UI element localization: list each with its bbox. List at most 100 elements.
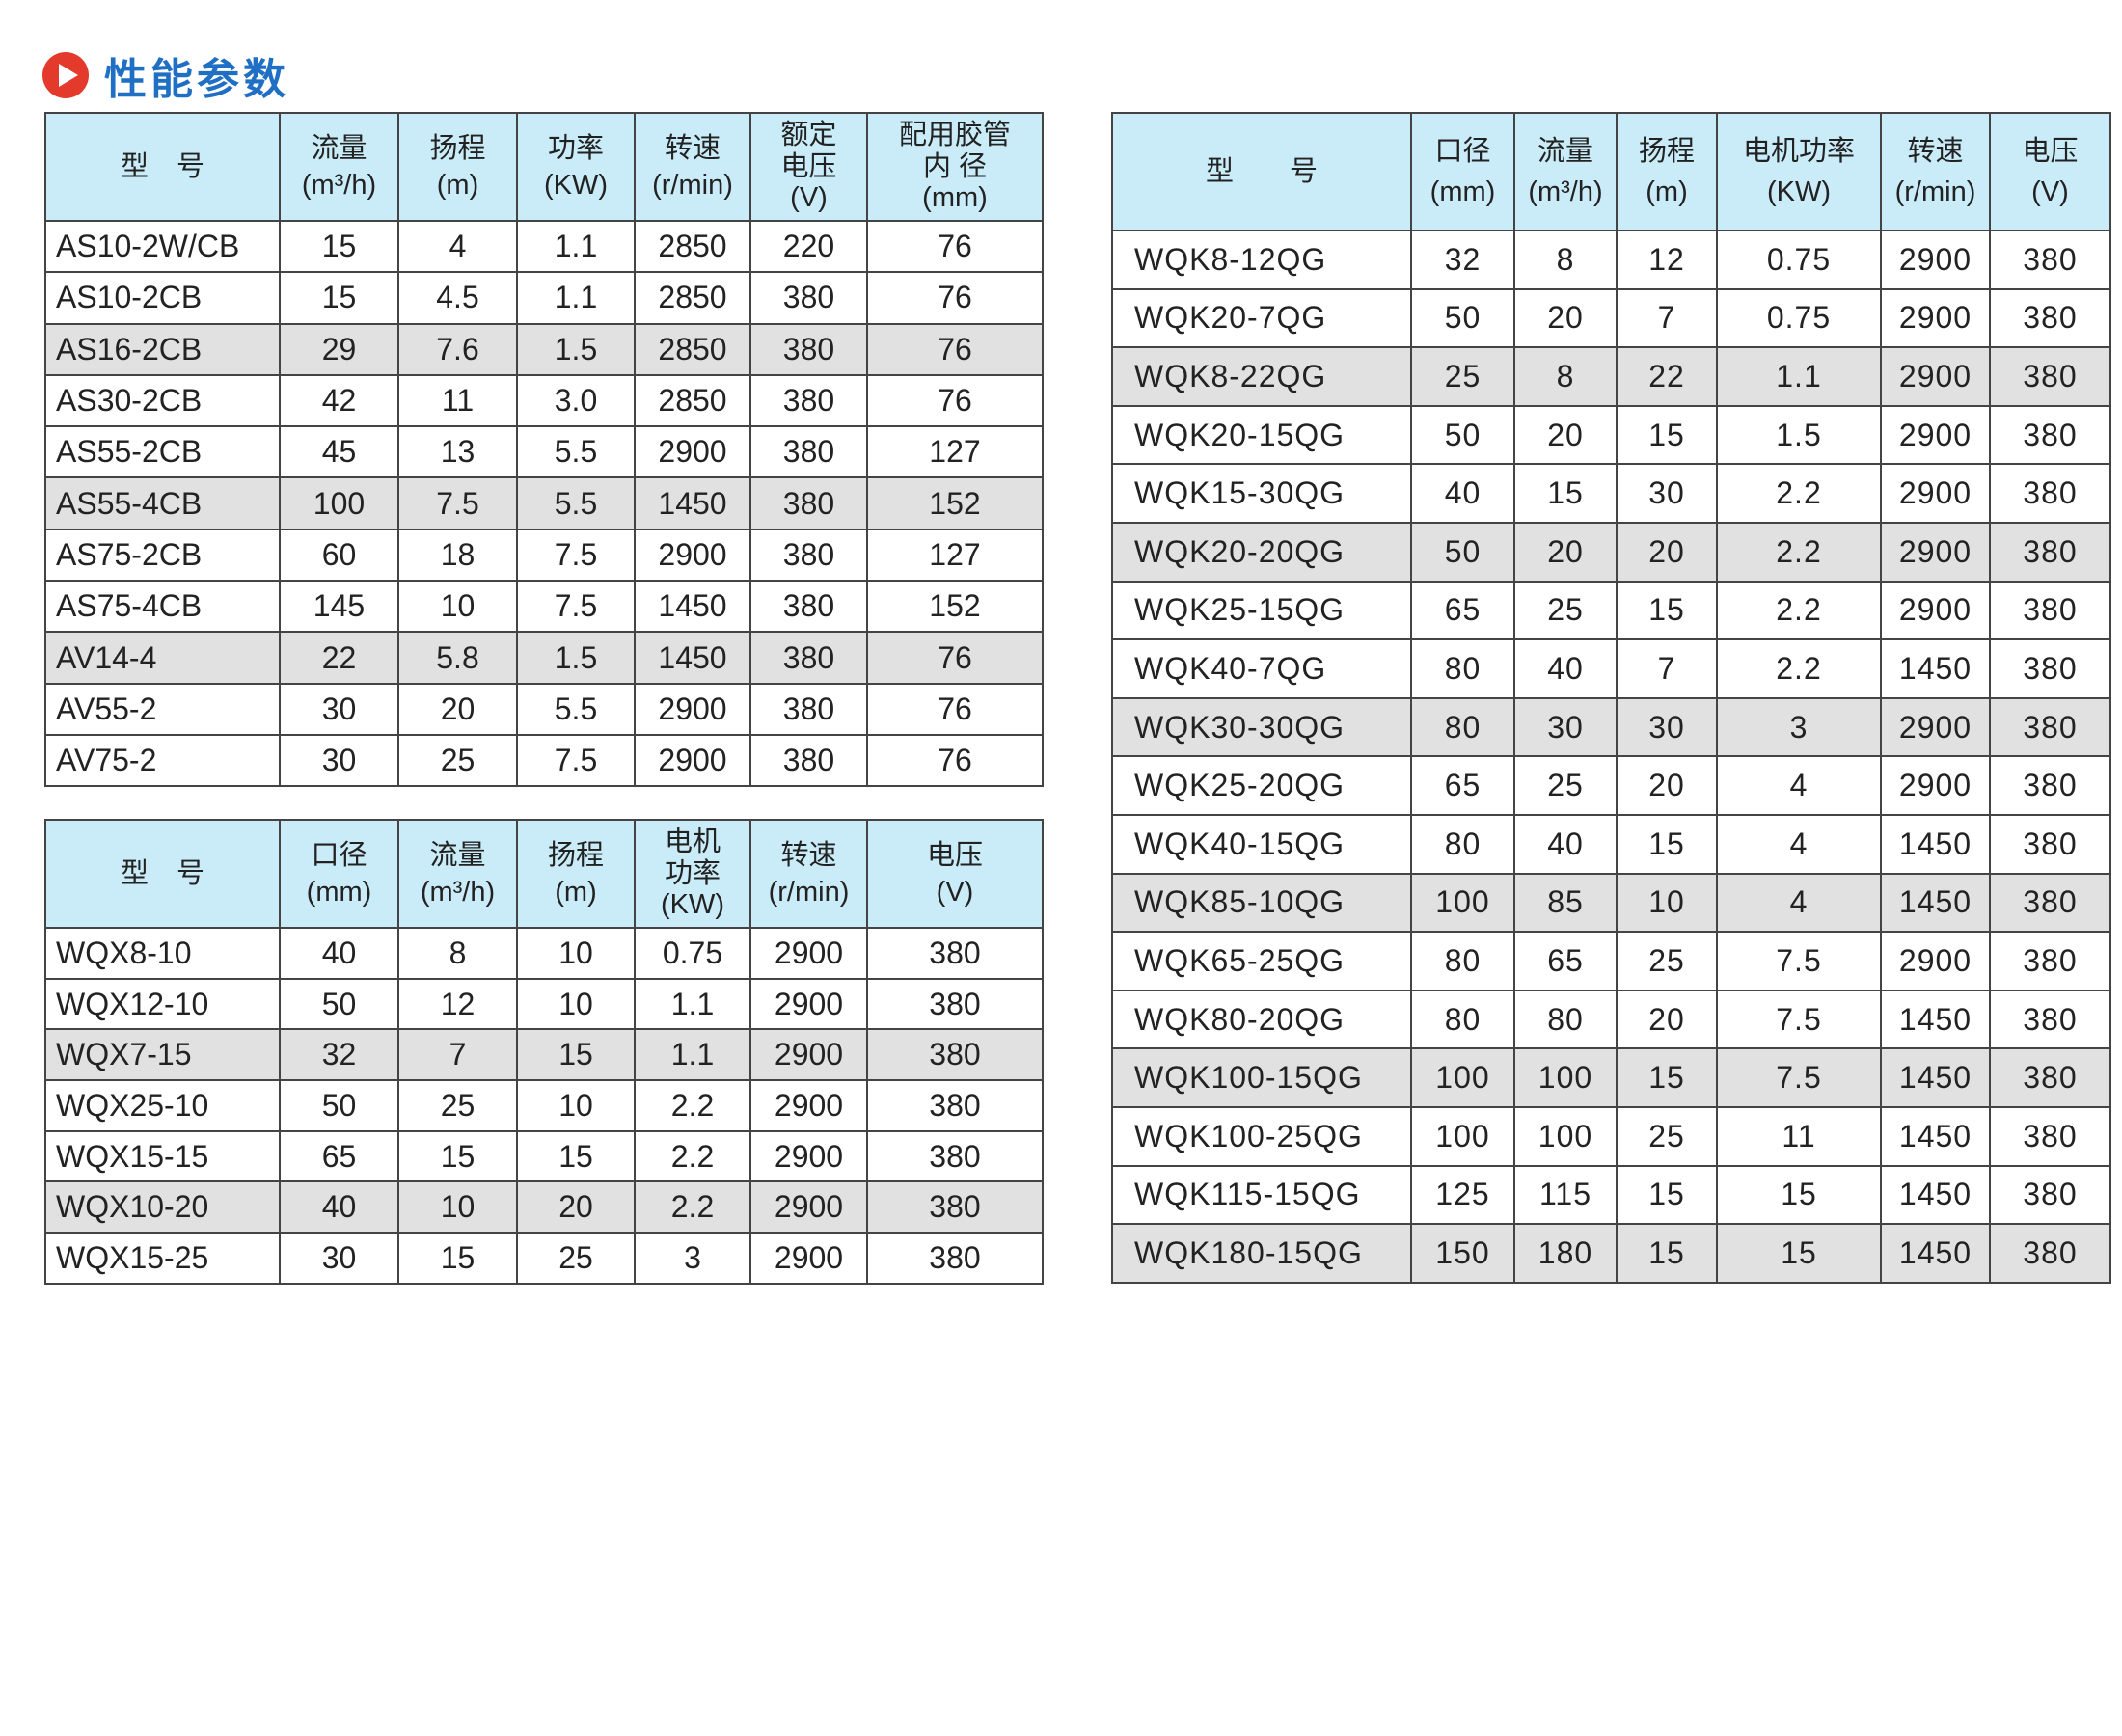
model-cell: AS10-2CB bbox=[44, 271, 281, 325]
value-cell: 4 bbox=[1716, 755, 1882, 816]
header-text: 电压 bbox=[2022, 135, 2079, 167]
value-cell: 2.2 bbox=[1716, 463, 1882, 524]
value-cell: 2900 bbox=[1880, 404, 1991, 466]
model-cell: WQK100-15QG bbox=[1111, 1047, 1412, 1108]
value-cell: 0.75 bbox=[1716, 230, 1882, 290]
value-cell: 180 bbox=[1513, 1223, 1618, 1284]
table-row: WQX25-10 50 25 10 2.2 2900 380 bbox=[44, 1079, 1044, 1132]
value-cell: 7.5 bbox=[1716, 1047, 1882, 1108]
value-cell: 1450 bbox=[634, 580, 751, 634]
value-cell: 15 bbox=[1616, 1164, 1718, 1226]
value-cell: 45 bbox=[279, 425, 399, 479]
header-text: (mm) bbox=[922, 182, 988, 214]
value-cell: 85 bbox=[1513, 872, 1618, 934]
value-cell: 40 bbox=[1410, 463, 1515, 524]
column-header-col-3: 扬程 (m) bbox=[1616, 112, 1718, 231]
value-cell: 2.2 bbox=[1716, 638, 1882, 699]
value-cell: 1.1 bbox=[1716, 346, 1882, 407]
model-cell: AS16-2CB bbox=[44, 322, 281, 376]
value-cell: 10 bbox=[397, 1180, 518, 1234]
value-cell: 40 bbox=[279, 1180, 399, 1234]
value-cell: 65 bbox=[1410, 755, 1515, 816]
value-cell: 2900 bbox=[634, 682, 751, 736]
value-cell: 20 bbox=[1513, 287, 1618, 349]
value-cell: 1.1 bbox=[634, 977, 751, 1031]
value-cell: 40 bbox=[1513, 813, 1618, 875]
value-cell: 11 bbox=[1716, 1105, 1882, 1167]
value-cell: 50 bbox=[279, 977, 399, 1031]
header-row: 型 号流量 (m³/h) 扬程 (m) 功率 (KW) 转速 (r/min) 额定 电压 (V) 配用… bbox=[44, 112, 1044, 222]
model-cell: WQK40-7QG bbox=[1111, 638, 1412, 699]
header-text: 配用胶管 bbox=[898, 120, 1011, 151]
table-row: WQK40-15QG 80 40 15 4 1450 380 bbox=[1111, 813, 2111, 875]
value-cell: 1450 bbox=[1880, 813, 1991, 875]
value-cell: 65 bbox=[279, 1129, 399, 1183]
value-cell: 30 bbox=[279, 1232, 399, 1285]
value-cell: 1.1 bbox=[634, 1028, 751, 1082]
value-cell: 7.5 bbox=[1716, 989, 1882, 1050]
play-circle-icon bbox=[42, 52, 89, 98]
table-row: WQK85-10QG 100 85 10 4 1450 380 bbox=[1111, 872, 2111, 934]
header-text: 电压 bbox=[926, 839, 983, 871]
value-cell: 25 bbox=[1616, 1105, 1718, 1167]
value-cell: 2900 bbox=[1880, 287, 1991, 349]
value-cell: 2850 bbox=[634, 373, 751, 428]
model-cell: AV75-2 bbox=[44, 733, 281, 788]
value-cell: 29 bbox=[279, 322, 399, 376]
table-row: WQX12-10 50 12 10 1.1 2900 380 bbox=[44, 977, 1044, 1031]
value-cell: 10 bbox=[516, 977, 636, 1031]
value-cell: 15 bbox=[1716, 1223, 1882, 1284]
value-cell: 380 bbox=[866, 1079, 1044, 1132]
table-row: WQK20-7QG 50 20 7 0.75 2900 380 bbox=[1111, 287, 2111, 349]
value-cell: 18 bbox=[397, 528, 518, 583]
value-cell: 3.0 bbox=[516, 373, 636, 428]
header-text: 型 号 bbox=[120, 150, 204, 182]
value-cell: 380 bbox=[749, 682, 868, 736]
header-text: (m³/h) bbox=[301, 170, 377, 201]
value-cell: 15 bbox=[1616, 404, 1718, 466]
table-row: AS30-2CB 42 11 3.0 2850 380 76 bbox=[44, 373, 1044, 428]
header-text: 扬程 bbox=[1638, 135, 1695, 167]
header-row: 型 号 口径 (mm) 流量 (m³/h) 扬程 (m) 电机功率 (KW) 转速 (r/min) 电… bbox=[1111, 112, 2111, 231]
model-cell: AS30-2CB bbox=[44, 373, 281, 428]
value-cell: 1.1 bbox=[516, 219, 636, 274]
model-cell: WQK8-12QG bbox=[1111, 230, 1412, 290]
table-row: WQK30-30QG 80 30 30 3 2900 380 bbox=[1111, 696, 2111, 758]
header-text: 流量 bbox=[429, 839, 486, 871]
value-cell: 12 bbox=[397, 977, 518, 1031]
value-cell: 20 bbox=[1616, 755, 1718, 816]
value-cell: 380 bbox=[1989, 1164, 2111, 1226]
value-cell: 2900 bbox=[749, 977, 868, 1031]
table-row: WQK25-20QG 65 25 20 4 2900 380 bbox=[1111, 755, 2111, 816]
value-cell: 25 bbox=[1410, 346, 1515, 407]
value-cell: 4 bbox=[1716, 813, 1882, 875]
value-cell: 15 bbox=[1616, 813, 1718, 875]
value-cell: 76 bbox=[866, 322, 1044, 376]
header-text: 转速 bbox=[664, 132, 721, 164]
table-row: WQK100-15QG 100 100 15 7.5 1450 380 bbox=[1111, 1047, 2111, 1108]
wqk-series-spec-table: 型 号 口径 (mm) 流量 (m³/h) 扬程 (m) 电机功率 (KW) 转速 (r/min) 电… bbox=[1111, 112, 2111, 1284]
value-cell: 42 bbox=[279, 373, 399, 428]
value-cell: 100 bbox=[1410, 1047, 1515, 1108]
value-cell: 76 bbox=[866, 373, 1044, 428]
model-cell: WQK65-25QG bbox=[1111, 931, 1412, 991]
value-cell: 32 bbox=[1410, 230, 1515, 290]
value-cell: 80 bbox=[1410, 638, 1515, 699]
section-title-text: 性能参数 bbox=[104, 55, 289, 104]
value-cell: 15 bbox=[279, 219, 399, 274]
section-title: 性能参数 bbox=[42, 44, 289, 106]
value-cell: 380 bbox=[1989, 287, 2111, 349]
header-text: 转速 bbox=[780, 839, 837, 871]
value-cell: 5.8 bbox=[397, 631, 518, 685]
column-header-col-4: 电机功率 (KW) bbox=[1716, 112, 1882, 231]
value-cell: 7.5 bbox=[1716, 931, 1882, 991]
value-cell: 380 bbox=[866, 927, 1044, 980]
value-cell: 50 bbox=[1410, 404, 1515, 466]
value-cell: 152 bbox=[866, 476, 1044, 530]
value-cell: 1450 bbox=[634, 631, 751, 685]
model-cell: WQK25-15QG bbox=[1111, 580, 1412, 641]
model-cell: AS55-4CB bbox=[44, 476, 281, 530]
value-cell: 127 bbox=[866, 528, 1044, 583]
value-cell: 2900 bbox=[1880, 696, 1991, 758]
value-cell: 10 bbox=[516, 1079, 636, 1132]
